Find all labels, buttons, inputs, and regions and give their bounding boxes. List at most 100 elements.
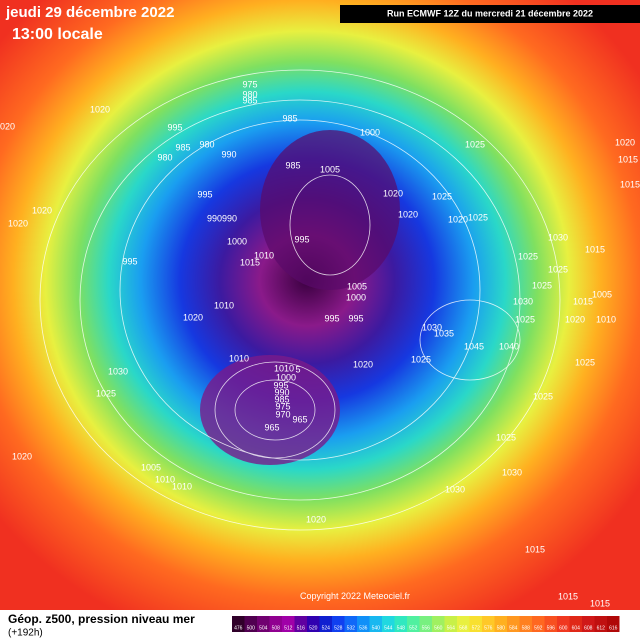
pressure-label: 1025 <box>575 357 595 367</box>
scale-label: 528 <box>334 625 343 631</box>
scale-swatch <box>332 616 345 632</box>
pressure-label: 1015 <box>590 598 610 608</box>
scale-label: 532 <box>347 625 356 631</box>
pressure-label: 1025 <box>411 354 431 364</box>
scale-label: 524 <box>322 625 331 631</box>
pressure-label: 5 <box>295 364 300 374</box>
scale-swatch <box>394 616 407 632</box>
footer-title: Géop. z500, pression niveau mer <box>8 612 195 626</box>
pressure-label: 985 <box>242 95 257 105</box>
pressure-label: 1005 <box>592 289 612 299</box>
scale-label: 512 <box>284 625 293 631</box>
scale-swatch <box>357 616 370 632</box>
pressure-label: 1000 <box>227 236 247 246</box>
scale-label: 540 <box>372 625 381 631</box>
pressure-label: 1005 <box>141 462 161 472</box>
copyright: Copyright 2022 Meteociel.fr <box>300 591 410 601</box>
scale-label: 556 <box>422 625 431 631</box>
scale-label: 588 <box>522 625 531 631</box>
pressure-label: 1025 <box>468 212 488 222</box>
lead-time: (+192h) <box>8 628 43 639</box>
pressure-label: 1020 <box>448 214 468 224</box>
low-area <box>200 355 340 465</box>
scale-swatch <box>257 616 270 632</box>
pressure-label: 980 <box>242 89 257 99</box>
pressure-label: 1020 <box>306 514 326 524</box>
pressure-label: 995 <box>273 380 288 390</box>
scale-label: 568 <box>459 625 468 631</box>
pressure-label: 1030 <box>422 322 442 332</box>
pressure-label: 995 <box>197 189 212 199</box>
scale-label: 592 <box>534 625 543 631</box>
scale-label: 476 <box>234 625 243 631</box>
scale-swatch <box>419 616 432 632</box>
scale-swatch <box>607 616 620 632</box>
scale-swatch <box>432 616 445 632</box>
pressure-label: 1025 <box>548 264 568 274</box>
low-area <box>260 130 400 290</box>
scale-swatch <box>557 616 570 632</box>
pressure-label: 1025 <box>532 280 552 290</box>
pressure-label: 990 <box>274 387 289 397</box>
scale-label: 604 <box>572 625 581 631</box>
pressure-label: 985 <box>282 113 297 123</box>
pressure-label: 1010 <box>155 474 175 484</box>
pressure-label: 1025 <box>432 191 452 201</box>
pressure-label: 1025 <box>96 388 116 398</box>
pressure-label: 975 <box>242 79 257 89</box>
pressure-label: 1020 <box>8 218 28 228</box>
run-box <box>340 5 640 23</box>
scale-swatch <box>244 616 257 632</box>
scale-label: 508 <box>272 625 281 631</box>
scale-swatch <box>307 616 320 632</box>
pressure-label: 1015 <box>525 544 545 554</box>
pressure-label: 1000 <box>346 292 366 302</box>
pressure-label: 1015 <box>573 296 593 306</box>
pressure-label: 1000 <box>276 372 296 382</box>
scale-swatch <box>519 616 532 632</box>
pressure-label: 1025 <box>496 432 516 442</box>
pressure-label: 985 <box>274 394 289 404</box>
scale-label: 576 <box>484 625 493 631</box>
pressure-label: 1030 <box>548 232 568 242</box>
pressure-label: 1020 <box>398 209 418 219</box>
scale-swatch <box>544 616 557 632</box>
scale-swatch <box>469 616 482 632</box>
scale-swatch <box>382 616 395 632</box>
pressure-label: 1040 <box>499 341 519 351</box>
pressure-label: 1010 <box>214 300 234 310</box>
run-text: Run ECMWF 12Z du mercredi 21 décembre 20… <box>387 8 593 18</box>
pressure-label: 1015 <box>585 244 605 254</box>
pressure-label: 965 <box>292 414 307 424</box>
scale-label: 608 <box>584 625 593 631</box>
scale-swatch <box>482 616 495 632</box>
scale-label: 544 <box>384 625 393 631</box>
scale-label: 572 <box>472 625 481 631</box>
pressure-label: 995 <box>324 313 339 323</box>
date: jeudi 29 décembre 2022 <box>5 4 174 21</box>
scale-label: 552 <box>409 625 418 631</box>
pressure-label: 1010 <box>596 314 616 324</box>
pressure-label: 965 <box>264 422 279 432</box>
scale-swatch <box>232 616 245 632</box>
pressure-label: 995 <box>294 234 309 244</box>
pressure-label: 980 <box>157 152 172 162</box>
pressure-label: 990990 <box>207 213 237 223</box>
scale-label: 520 <box>309 625 318 631</box>
scale-swatch <box>407 616 420 632</box>
scale-label: 500 <box>247 625 256 631</box>
scale-swatch <box>457 616 470 632</box>
scale-swatch <box>494 616 507 632</box>
pressure-label: 1045 <box>464 341 484 351</box>
scale-label: 600 <box>559 625 568 631</box>
scale-swatch <box>344 616 357 632</box>
pressure-label: 985 <box>285 160 300 170</box>
pressure-label: 1015 <box>618 154 638 164</box>
scale-swatch <box>569 616 582 632</box>
scale-label: 564 <box>447 625 456 631</box>
scale-swatch <box>369 616 382 632</box>
scale-swatch <box>282 616 295 632</box>
scale-swatch <box>507 616 520 632</box>
